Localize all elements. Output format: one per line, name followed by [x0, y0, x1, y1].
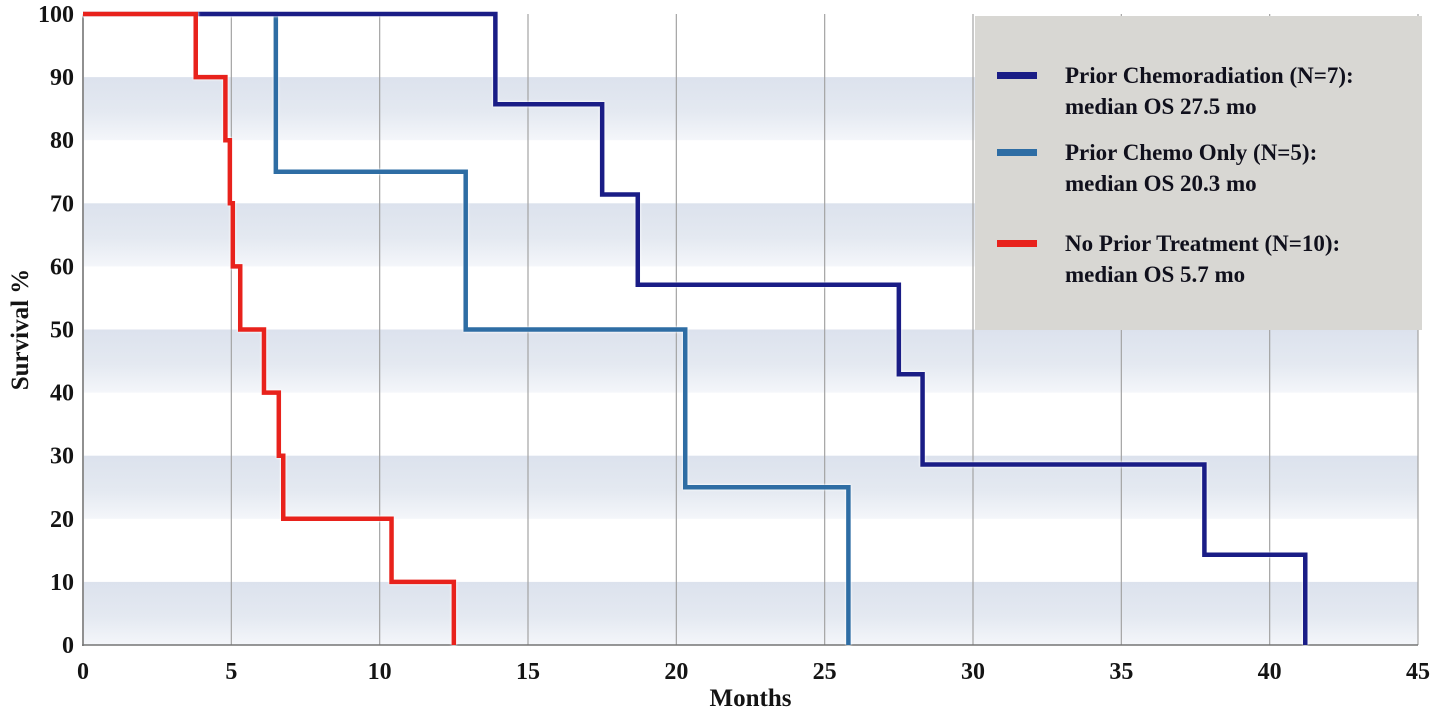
y-tick-label: 10 [50, 570, 74, 596]
y-tick-label: 60 [50, 254, 74, 280]
y-tick-label: 80 [50, 128, 74, 154]
legend-label-line2: median OS 20.3 mo [1065, 171, 1257, 196]
axes [82, 14, 1418, 646]
curve-no-prior-treatment [83, 11, 457, 645]
y-tick-label: 100 [38, 2, 74, 28]
y-axis-title: Survival % [7, 269, 34, 391]
x-tick-label: 45 [1406, 659, 1430, 685]
x-tick-label: 35 [1109, 659, 1133, 685]
tick-labels: 0 5 10 15 20 25 30 35 40 45 0 10 20 30 40 50 60 70 80 90 100 [38, 2, 1430, 685]
legend-label-line1: Prior Chemo Only (N=5): [1065, 140, 1318, 165]
curve-prior-chemo-only [83, 11, 851, 645]
x-tick-label: 5 [225, 659, 237, 685]
legend-swatch-no-prior-treatment [997, 240, 1037, 247]
legend-label-line1: Prior Chemoradiation (N=7): [1065, 63, 1354, 88]
y-tick-label: 70 [50, 191, 74, 217]
legend-item-no-prior-treatment: No Prior Treatment (N=10): median OS 5.7… [975, 228, 1340, 290]
y-tick-label: 20 [50, 507, 74, 533]
band-row [84, 581, 1418, 645]
legend-label-line2: median OS 27.5 mo [1065, 94, 1257, 119]
x-tick-label: 10 [368, 659, 392, 685]
legend-label-line2: median OS 5.7 mo [1065, 262, 1246, 287]
y-tick-label: 90 [50, 65, 74, 91]
legend-item-prior-chemo-only: Prior Chemo Only (N=5): median OS 20.3 m… [975, 137, 1317, 199]
x-tick-label: 20 [664, 659, 688, 685]
x-tick-label: 0 [77, 659, 89, 685]
legend-swatch-prior-chemoradiation [997, 72, 1037, 79]
x-tick-label: 15 [516, 659, 540, 685]
legend-swatch-prior-chemo-only [997, 149, 1037, 156]
y-tick-label: 30 [50, 444, 74, 470]
band-row [84, 329, 1418, 393]
x-tick-label: 30 [961, 659, 985, 685]
legend-label-line1: No Prior Treatment (N=10): [1065, 231, 1341, 256]
legend-item-prior-chemoradiation: Prior Chemoradiation (N=7): median OS 27… [975, 60, 1354, 122]
x-tick-label: 40 [1258, 659, 1282, 685]
x-tick-label: 25 [813, 659, 837, 685]
curve-prior-chemoradiation [83, 11, 1308, 645]
y-tick-label: 50 [50, 318, 74, 344]
x-axis-title: Months [710, 685, 792, 712]
y-tick-label: 0 [62, 633, 74, 659]
survival-curves [83, 11, 1308, 645]
legend: Prior Chemoradiation (N=7): median OS 27… [975, 16, 1422, 330]
y-tick-label: 40 [50, 381, 74, 407]
